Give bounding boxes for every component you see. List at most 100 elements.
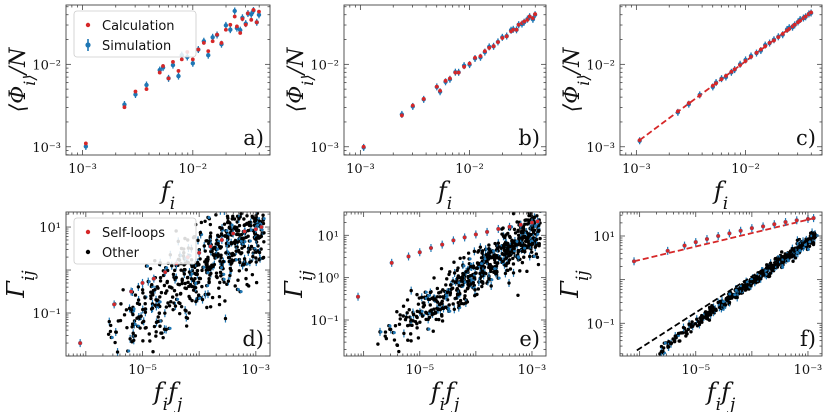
other-point — [251, 192, 254, 195]
other-point — [254, 236, 259, 240]
other-point — [445, 298, 450, 302]
self-loop-point — [682, 243, 687, 248]
other-point — [262, 240, 266, 244]
calc-point — [530, 16, 535, 21]
other-point — [512, 227, 517, 232]
other-point — [208, 273, 212, 277]
other-point — [464, 301, 468, 305]
other-point — [227, 259, 231, 264]
other-point — [464, 270, 468, 274]
self-loop-point — [208, 244, 213, 249]
sim-point — [170, 62, 176, 68]
sim-point — [721, 300, 725, 304]
other-point — [255, 200, 258, 203]
other-point — [505, 246, 510, 250]
other-point — [239, 212, 243, 216]
other-point — [247, 167, 250, 170]
other-point — [262, 204, 265, 207]
other-point — [463, 289, 468, 293]
other-point — [254, 194, 257, 197]
panel-label: a) — [243, 126, 264, 150]
other-point — [133, 334, 138, 338]
self-loop-point — [806, 217, 810, 221]
other-point — [705, 317, 710, 321]
other-point — [252, 201, 255, 204]
other-point — [471, 281, 476, 285]
calc-point — [714, 81, 718, 86]
other-point — [807, 244, 812, 248]
x-tick-label: 10⁻³ — [346, 162, 375, 177]
other-point — [153, 287, 157, 292]
sim-point — [532, 254, 536, 258]
other-point — [439, 313, 444, 317]
calc-point — [215, 32, 219, 37]
other-point — [466, 282, 470, 287]
other-point — [232, 217, 237, 221]
other-point — [437, 317, 441, 322]
other-point — [107, 319, 111, 324]
other-point — [148, 266, 153, 271]
other-point — [402, 331, 406, 336]
axes-frame — [65, 4, 271, 156]
self-loop-point — [112, 302, 116, 307]
calc-point — [637, 138, 642, 143]
panel-c: 10⁻³ 10⁻²10⁻³10⁻²fi⟨Φi⟩/Nc) — [560, 4, 823, 214]
sim-point — [536, 232, 540, 236]
y-axis-label: Γij — [2, 270, 39, 299]
other-point — [182, 272, 187, 276]
other-point — [158, 324, 162, 328]
calc-point — [772, 38, 776, 43]
other-point — [262, 206, 265, 209]
other-point — [161, 273, 166, 278]
y-tick-label: 10⁻² — [310, 58, 339, 73]
sim-point — [83, 144, 89, 149]
other-point — [233, 225, 237, 229]
x-tick-label: 10⁻² — [731, 162, 760, 177]
sim-point — [663, 341, 667, 345]
other-point — [497, 245, 501, 249]
plot-area — [631, 214, 819, 356]
x-axis-label: fi — [712, 177, 728, 214]
sim-point — [427, 327, 431, 331]
other-point — [156, 315, 160, 319]
other-point — [435, 295, 440, 299]
calc-point — [809, 10, 813, 15]
calc-point — [787, 27, 792, 31]
other-point — [248, 260, 252, 264]
calc-point — [522, 19, 527, 24]
other-point — [195, 269, 200, 273]
other-point — [233, 238, 238, 243]
other-point — [776, 263, 781, 267]
other-point — [448, 283, 453, 287]
other-point — [466, 279, 471, 283]
sim-point — [147, 280, 151, 284]
sim-point — [462, 264, 466, 268]
other-point — [219, 253, 223, 257]
other-point — [418, 320, 422, 324]
other-point — [244, 268, 248, 272]
other-point — [405, 298, 410, 302]
other-point — [109, 323, 113, 328]
calc-point — [238, 31, 243, 35]
other-point — [113, 340, 117, 345]
other-point — [710, 304, 714, 308]
y-tick-label: 10⁻³ — [586, 141, 615, 156]
other-point — [243, 195, 246, 198]
self-loop-point — [220, 238, 224, 242]
other-point — [500, 232, 504, 236]
sim-point — [262, 217, 266, 221]
other-point — [225, 214, 230, 219]
other-point — [221, 259, 226, 264]
calc-point — [719, 77, 724, 82]
other-point — [231, 214, 235, 218]
calc-point — [724, 73, 728, 78]
panel-label: d) — [242, 327, 264, 351]
sim-point — [248, 239, 252, 243]
other-point — [262, 198, 265, 201]
calc-point — [438, 88, 442, 93]
other-point — [473, 293, 477, 297]
other-point — [667, 340, 671, 344]
sim-point — [468, 257, 472, 261]
other-point — [476, 287, 481, 291]
other-point — [225, 236, 230, 240]
